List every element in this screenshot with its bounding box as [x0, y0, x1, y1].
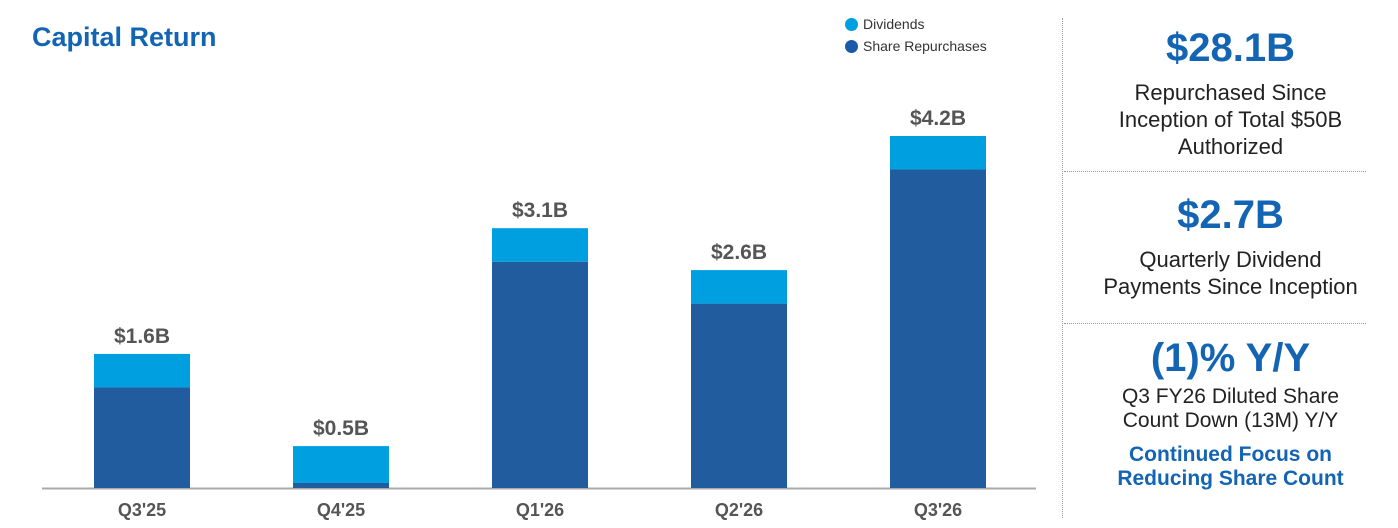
stat-dividends: $2.7B Quarterly Dividend Payments Since … — [1063, 193, 1398, 300]
stat-desc-line: Count Down (13M) Y/Y — [1122, 409, 1339, 432]
stat-desc-line: Quarterly Dividend — [1139, 247, 1322, 272]
stat-emphasis-line: Continued Focus on — [1129, 443, 1332, 466]
bar-repurchases — [691, 303, 787, 488]
divider — [1064, 171, 1366, 172]
data-label: $0.5B — [313, 417, 369, 440]
stat-desc-line: Q3 FY26 Diluted Share — [1121, 385, 1340, 408]
stat-emphasis-line: Reducing Share Count — [1117, 467, 1344, 490]
stat-repurchased: $28.1B Repurchased Since Inception of To… — [1063, 26, 1398, 160]
x-tick-label: Q4'25 — [317, 500, 365, 520]
legend: Dividends Share Repurchases — [845, 13, 987, 57]
bar-dividends — [492, 228, 588, 262]
data-label: $4.2B — [910, 107, 966, 130]
stat-desc-line: Payments Since Inception — [1103, 274, 1358, 299]
bar-repurchases — [293, 482, 389, 488]
divider — [1064, 323, 1366, 324]
bar-chart: $1.6B Q3'25 $0.5B Q4'25 $3.1B Q1'26 $2.6B Q2'26… — [42, 107, 1036, 520]
x-tick-label: Q3'26 — [914, 500, 962, 520]
legend-swatch-dividends — [845, 17, 858, 31]
bar-dividends — [691, 270, 787, 304]
x-tick-label: Q1'26 — [516, 500, 564, 520]
data-label: $3.1B — [512, 199, 568, 222]
x-tick-label: Q2'26 — [715, 500, 763, 520]
stat-desc-line: Inception of Total $50B — [1118, 107, 1343, 132]
stat-value: $2.7B — [1177, 193, 1284, 237]
data-label: $2.6B — [711, 241, 767, 264]
stat-value: $28.1B — [1166, 26, 1295, 70]
bar-repurchases — [94, 387, 190, 488]
bar-repurchases — [890, 169, 986, 488]
bar-repurchases — [492, 261, 588, 488]
stat-desc-line: Authorized — [1177, 134, 1284, 159]
bar-dividends — [890, 136, 986, 170]
stat-value: (1)% Y/Y — [1150, 336, 1311, 380]
x-tick-label: Q3'25 — [118, 500, 166, 520]
panel-divider — [1062, 18, 1063, 518]
legend-label-dividends: Dividends — [863, 16, 925, 32]
legend-item-dividends: Dividends — [845, 13, 987, 35]
bar-dividends — [293, 446, 389, 483]
legend-label-repurchases: Share Repurchases — [863, 38, 987, 54]
stat-share-count: (1)% Y/Y Q3 FY26 Diluted Share Count Dow… — [1063, 336, 1398, 491]
data-label: $1.6B — [114, 325, 170, 348]
stat-desc-line: Repurchased Since — [1134, 80, 1327, 105]
legend-swatch-repurchases — [845, 39, 858, 53]
legend-item-repurchases: Share Repurchases — [845, 35, 987, 57]
bar-dividends — [94, 353, 190, 388]
chart-title: Capital Return — [32, 22, 217, 52]
